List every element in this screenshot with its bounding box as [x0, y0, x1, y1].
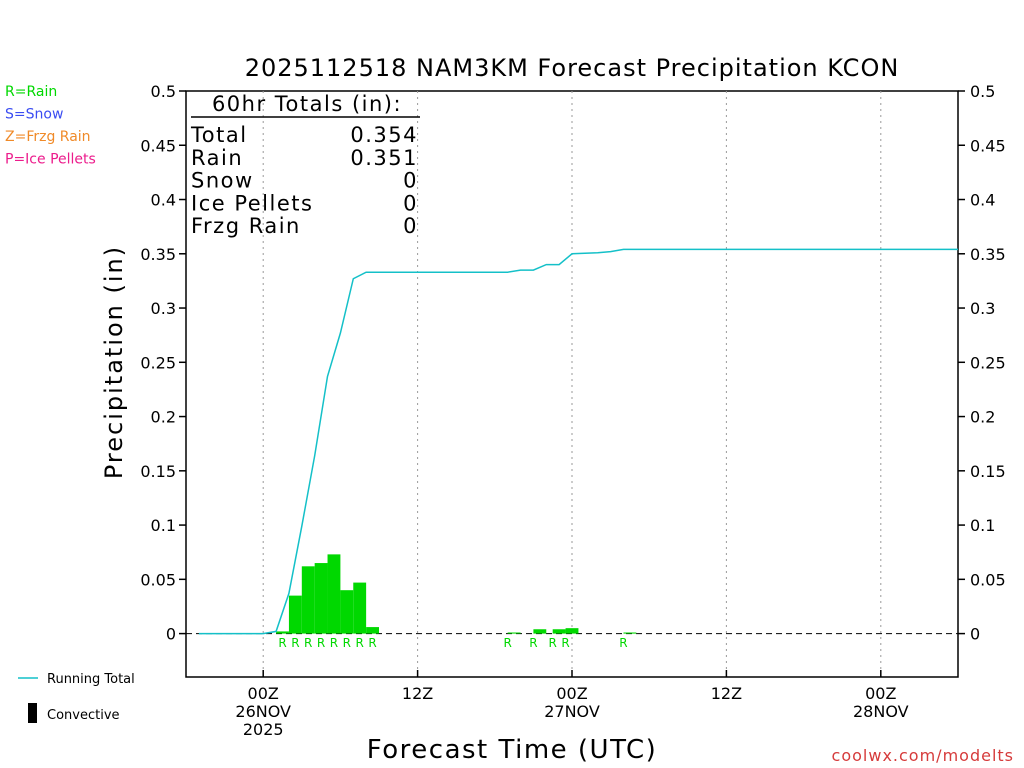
y-tick-label: 0.15 [140, 462, 176, 481]
totals-row-value: 0.354 [350, 123, 418, 147]
precip-bar [552, 629, 566, 634]
y-tick-label: 0.35 [140, 245, 176, 264]
y-tick-label: 0.25 [970, 353, 1006, 372]
running-total-line [198, 248, 958, 635]
type-legend-item: S=Snow [5, 107, 63, 123]
precip-type-marker: R [529, 636, 537, 650]
y-axis-label: Precipitation (in) [100, 245, 128, 479]
type-legend-item: Z=Frzg Rain [5, 129, 91, 145]
totals-row-value: 0.351 [350, 146, 418, 170]
precip-type-marker: R [503, 636, 511, 650]
totals-heading: 60hr Totals (in): [212, 92, 402, 116]
totals-row-value: 0 [403, 214, 418, 238]
series-legend: Running Total Convective [18, 672, 135, 723]
y-tick-label: 0.1 [970, 516, 995, 535]
y-tick-label: 0.4 [970, 191, 995, 210]
totals-row-value: 0 [403, 191, 418, 215]
x-tick-label: 00Z [248, 684, 279, 703]
totals-row-value: 0 [403, 169, 418, 193]
precip-bar [533, 629, 547, 634]
precip-type-marker: R [561, 636, 569, 650]
y-tick-label: 0.4 [151, 191, 176, 210]
precip-type-legend: R=Rain S=Snow Z=Frzg Rain P=Ice Pellets [5, 84, 96, 168]
credit-text: coolwx.com/modelts [832, 746, 1014, 765]
y-tick-label: 0.45 [970, 136, 1006, 155]
precip-bar [288, 595, 302, 634]
x-tick-label: 2025 [243, 720, 284, 739]
precip-bar [327, 554, 341, 634]
precip-type-marker: R [619, 636, 627, 650]
x-tick-label: 26NOV [235, 702, 291, 721]
x-tick-label: 27NOV [544, 702, 600, 721]
precip-type-marker: R [317, 636, 325, 650]
y-tick-label: 0.05 [970, 570, 1006, 589]
precip-type-marker: R [304, 636, 312, 650]
totals-box: 60hr Totals (in): Total 0.354 Rain 0.351 Sno… [190, 92, 420, 238]
y-tick-label: 0.3 [970, 299, 995, 318]
x-tick-label: 12Z [402, 684, 433, 703]
type-legend-item: R=Rain [5, 84, 57, 100]
y-axis-right: 0 0.05 0.1 0.15 0.2 0.25 0.3 0.35 0.4 0.45 0.5 [958, 82, 1006, 644]
totals-row-label: Ice Pellets [191, 191, 313, 215]
y-tick-label: 0.2 [970, 408, 995, 427]
x-axis-label: Forecast Time (UTC) [367, 735, 658, 765]
convective-legend-swatch [28, 703, 37, 723]
y-tick-label: 0.45 [140, 136, 176, 155]
precip-bar [565, 628, 579, 634]
precip-bar [340, 590, 354, 634]
totals-row-label: Snow [191, 169, 254, 193]
y-tick-label: 0 [166, 625, 176, 644]
x-tick-label: 12Z [711, 684, 742, 703]
totals-row-label: Rain [191, 146, 243, 170]
y-tick-label: 0.1 [151, 516, 176, 535]
precip-type-marker: R [291, 636, 299, 650]
precip-type-marker: R [343, 636, 351, 650]
precip-bar [301, 566, 315, 634]
precip-type-marker: R [368, 636, 376, 650]
y-tick-label: 0.25 [140, 353, 176, 372]
precip-bar [623, 632, 637, 634]
precip-bar [507, 632, 521, 634]
precip-bar [276, 631, 289, 634]
precip-type-marker: R [356, 636, 364, 650]
precip-type-marker: R [278, 636, 286, 650]
y-tick-label: 0.3 [151, 299, 176, 318]
y-tick-label: 0.5 [970, 82, 995, 101]
convective-legend-label: Convective [47, 708, 120, 723]
totals-row-label: Frzg Rain [191, 214, 301, 238]
chart-title: 2025112518 NAM3KM Forecast Precipitation… [245, 54, 900, 82]
precip-bar [366, 627, 379, 634]
hourly-precip-bars [276, 554, 637, 634]
totals-row-label: Total [190, 123, 248, 147]
x-tick-label: 00Z [556, 684, 587, 703]
precip-bar [353, 582, 367, 634]
y-tick-label: 0.15 [970, 462, 1006, 481]
y-tick-label: 0.5 [151, 82, 176, 101]
precip-type-marker: R [330, 636, 338, 650]
precip-bar [314, 563, 328, 634]
vertical-gridlines [262, 91, 882, 677]
y-tick-label: 0.35 [970, 245, 1006, 264]
x-tick-label: 00Z [865, 684, 896, 703]
running-total-legend-label: Running Total [47, 672, 135, 687]
precip-type-marker: R [549, 636, 557, 650]
y-tick-label: 0 [970, 625, 980, 644]
y-tick-label: 0.05 [140, 570, 176, 589]
y-tick-label: 0.2 [151, 408, 176, 427]
x-tick-label: 28NOV [853, 702, 909, 721]
type-legend-item: P=Ice Pellets [5, 152, 96, 168]
y-axis-left: 0 0.05 0.1 0.15 0.2 0.25 0.3 0.35 0.4 0.45 0.5 [140, 82, 186, 644]
